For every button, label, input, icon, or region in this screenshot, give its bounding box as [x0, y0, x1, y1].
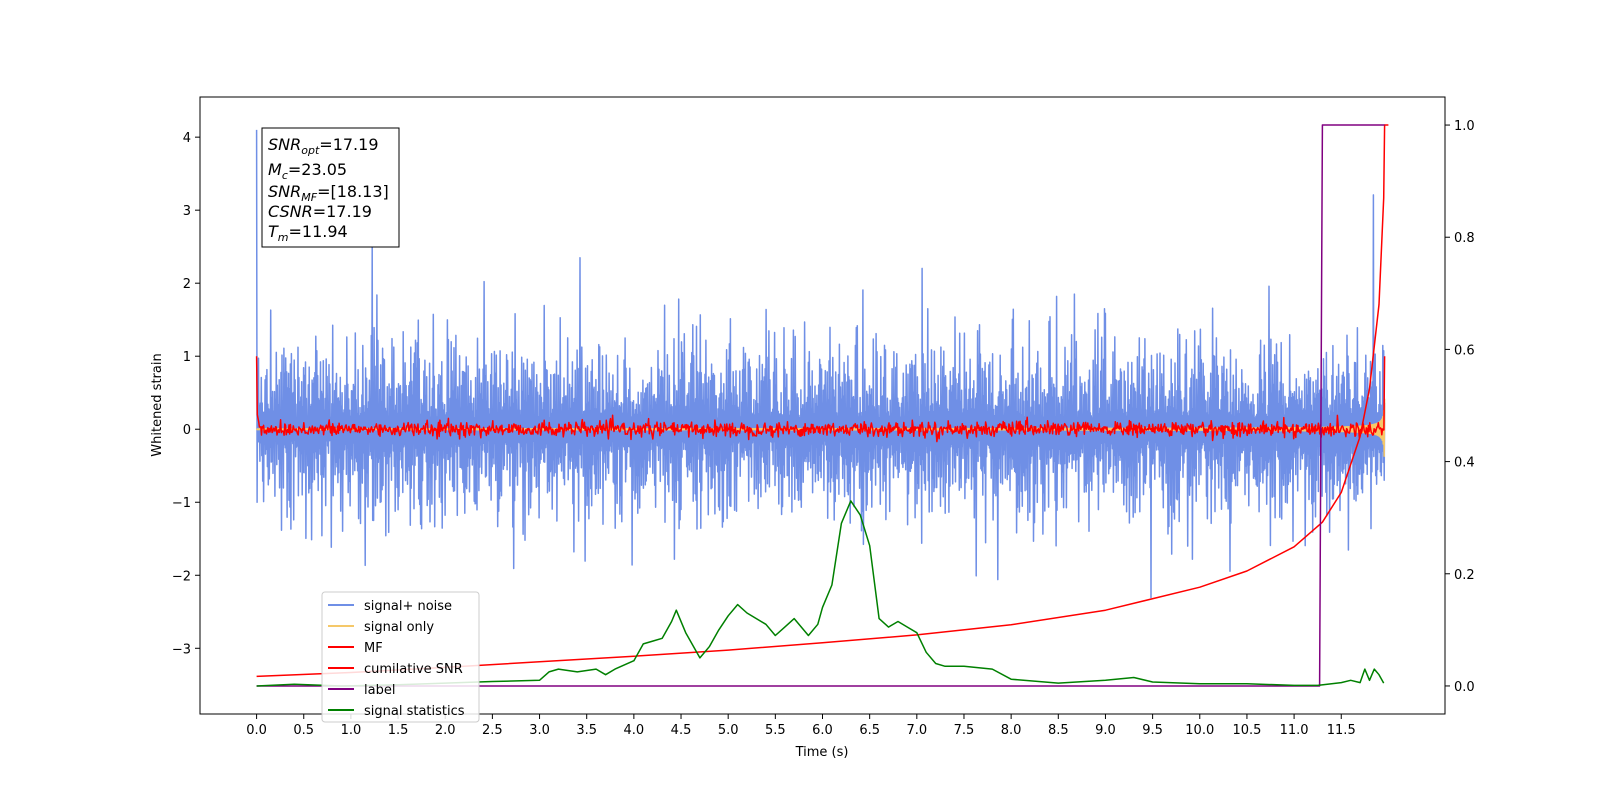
y-tick-label-right: 0.8 [1454, 231, 1475, 246]
annotation-csnr: CSNR=17.19 [268, 202, 372, 221]
legend-label: signal only [364, 620, 434, 635]
x-tick-label: 5.5 [765, 723, 786, 738]
x-tick-label: 3.5 [576, 723, 597, 738]
x-tick-label: 5.0 [718, 723, 739, 738]
series-line-label [256, 124, 1385, 687]
legend-label: signal statistics [364, 704, 465, 719]
x-tick-label: 8.0 [1001, 723, 1022, 738]
series-layer [255, 124, 1389, 687]
x-tick-label: 3.0 [529, 723, 550, 738]
x-tick-label: 2.5 [482, 723, 503, 738]
annotation-mc: Mc=23.05 [268, 160, 347, 182]
y-tick-label-right: 0.4 [1454, 456, 1475, 471]
y-tick-label-right: 1.0 [1454, 119, 1475, 134]
x-tick-label: 10.0 [1185, 723, 1214, 738]
x-tick-label: 1.0 [341, 723, 362, 738]
legend-label: MF [364, 641, 383, 656]
y-tick-label-right: 0.6 [1454, 343, 1475, 358]
series-line-cumilative-snr [256, 124, 1389, 678]
x-tick-label: 4.5 [671, 723, 692, 738]
y-tick-label-left: 0 [183, 423, 191, 438]
x-tick-label: 6.5 [859, 723, 880, 738]
x-tick-label: 11.0 [1280, 723, 1309, 738]
legend-label: cumilative SNR [364, 662, 463, 677]
annotation-snr-mf: SNRMF=[18.13] [268, 182, 389, 204]
series-line-signal-statistics [256, 500, 1385, 687]
x-axis-label: Time (s) [795, 745, 849, 760]
series-line-mf [255, 356, 1386, 443]
y-tick-label-left: 4 [183, 131, 191, 146]
y-axis-right: 1.0 0.8 0.6 0.4 0.2 0.0 [1445, 119, 1475, 695]
annotation-box: SNRopt=17.19 Mc=23.05 SNRMF=[18.13] CSNR… [261, 127, 400, 248]
y-tick-label-left: 3 [183, 204, 191, 219]
legend-box [321, 591, 480, 723]
legend-label: label [364, 683, 395, 698]
y-tick-label-left: −3 [172, 642, 191, 657]
x-tick-label: 9.0 [1095, 723, 1116, 738]
y-tick-label-left: 2 [183, 277, 191, 292]
x-tick-label: 0.5 [293, 723, 314, 738]
y-axis-left: 4 3 2 1 0 −1 −2 −3 [172, 131, 200, 657]
x-tick-label: 1.5 [388, 723, 409, 738]
x-tick-label: 6.0 [812, 723, 833, 738]
y-axis-label: Whitened strain [150, 353, 165, 456]
legend: signal+ noise signal only MF cumilative SNR… [321, 591, 480, 723]
y-tick-label-right: 0.0 [1454, 680, 1475, 695]
x-tick-label: 8.5 [1048, 723, 1069, 738]
x-tick-label: 10.5 [1232, 723, 1261, 738]
y-tick-label-right: 0.2 [1454, 568, 1475, 583]
legend-label: signal+ noise [364, 599, 452, 614]
series-line-signal-noise [255, 129, 1386, 599]
x-tick-label: 9.5 [1142, 723, 1163, 738]
x-tick-label: 4.0 [624, 723, 645, 738]
annotation-snr-opt: SNRopt=17.19 [268, 135, 379, 157]
x-tick-label: 11.5 [1327, 723, 1356, 738]
x-tick-label: 0.0 [246, 723, 267, 738]
y-tick-label-left: 1 [183, 350, 191, 365]
x-axis: 0.0 0.5 1.0 1.5 2.0 2.5 3.0 3.5 4.0 4.5 5.0 5.5 6.0 6… [246, 714, 1356, 738]
x-tick-label: 7.0 [906, 723, 927, 738]
x-tick-label: 2.0 [435, 723, 456, 738]
x-tick-label: 7.5 [954, 723, 975, 738]
annotation-tm: Tm=11.94 [268, 222, 348, 244]
y-tick-label-left: −1 [172, 496, 191, 511]
y-tick-label-left: −2 [172, 569, 191, 584]
